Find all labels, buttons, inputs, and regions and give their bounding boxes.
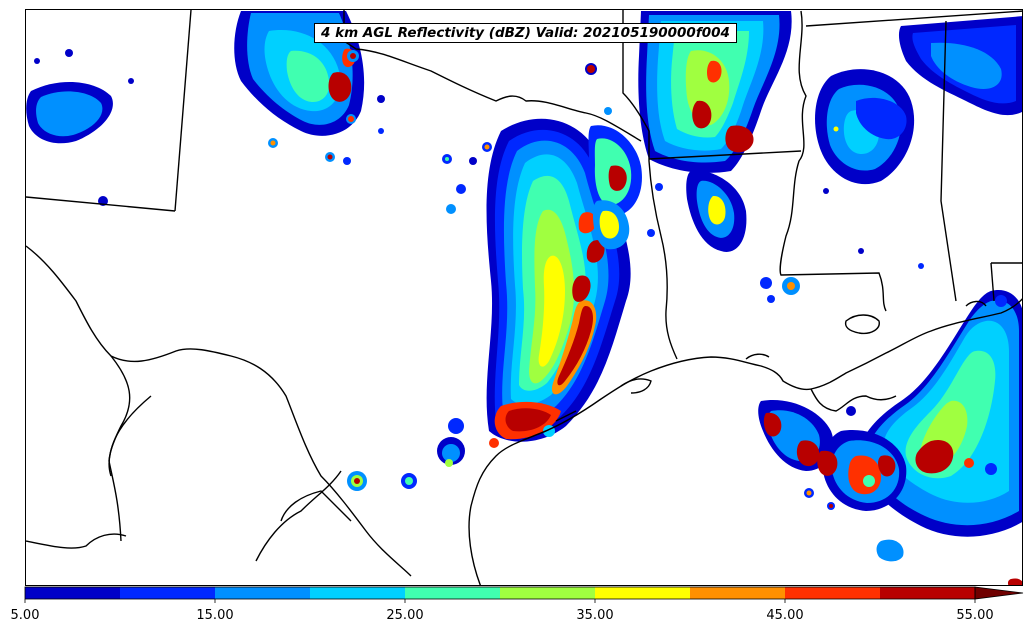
- colorbar-box-25: [405, 587, 500, 599]
- colorbar-tick-label-25: 25.00: [386, 608, 423, 623]
- echo-east-texas-cells: [588, 125, 642, 250]
- reflectivity-colorbar: 5.00 15.00 25.00 35.00 45.00 55.00: [11, 586, 1024, 623]
- arkansas-louisiana-border: [648, 150, 802, 160]
- galveston-bay: [620, 378, 652, 394]
- map-canvas: [26, 10, 1022, 585]
- colorbar-tick-label-45: 45.00: [766, 608, 803, 623]
- echo-squall-line-texas: [486, 118, 631, 442]
- colorbar-extend-triangle: [974, 586, 1024, 600]
- new-mexico-texas-border: [26, 196, 176, 212]
- coastal-islands: [520, 353, 770, 442]
- louisiana-coast-detail: [810, 388, 897, 412]
- mississippi-river-border: [779, 10, 887, 312]
- mexico-state-1: [108, 355, 131, 477]
- reflectivity-map: 4 km AGL Reflectivity (dBZ) Valid: 20210…: [25, 9, 1023, 586]
- texas-mexico-border: [26, 245, 412, 577]
- lake-pontchartrain: [844, 314, 880, 335]
- reflectivity-echoes: [26, 11, 1022, 585]
- texas-coastline: [468, 298, 1022, 585]
- colorbar-tick-label-55: 55.00: [956, 608, 993, 623]
- echo-louisiana-arkansas: [638, 11, 792, 252]
- mexico-state-4: [26, 533, 127, 549]
- colorbar-ticks: [24, 599, 976, 603]
- colorbar-box-45: [785, 587, 880, 599]
- colorbar-box-15: [215, 587, 310, 599]
- oklahoma-new-mexico-border: [174, 10, 192, 212]
- mexico-state-3: [255, 470, 342, 562]
- colorbar-box-20: [310, 587, 405, 599]
- mexico-state-5: [280, 490, 352, 522]
- colorbar-outline: [24, 586, 976, 600]
- colorbar-box-30: [500, 587, 595, 599]
- colorbar-box-5: [25, 587, 120, 599]
- colorbar-tick-label-35: 35.00: [576, 608, 613, 623]
- arkansas-missouri-border: [805, 10, 1022, 27]
- colorbar-box-10: [120, 587, 215, 599]
- mississippi-alabama-border: [940, 20, 957, 302]
- colorbar-tick-label-5: 5.00: [11, 608, 40, 623]
- map-boundaries: [26, 10, 1022, 585]
- red-river-border: [343, 40, 642, 142]
- echo-gulf-coast-southeast: [758, 290, 1022, 585]
- map-title: 4 km AGL Reflectivity (dBZ) Valid: 20210…: [314, 23, 737, 43]
- echo-scattered-cells: [34, 49, 1007, 510]
- colorbar-box-40: [690, 587, 785, 599]
- texas-louisiana-border: [622, 10, 678, 360]
- colorbar-boxes: [25, 587, 975, 599]
- mexico-state-2: [108, 395, 152, 542]
- colorbar-tick-label-15: 15.00: [196, 608, 233, 623]
- alabama-florida-border: [990, 262, 995, 302]
- colorbar-box-35: [595, 587, 690, 599]
- echo-mississippi-alabama: [26, 16, 1022, 185]
- mobile-bay: [965, 300, 987, 307]
- colorbar-box-50: [880, 587, 975, 599]
